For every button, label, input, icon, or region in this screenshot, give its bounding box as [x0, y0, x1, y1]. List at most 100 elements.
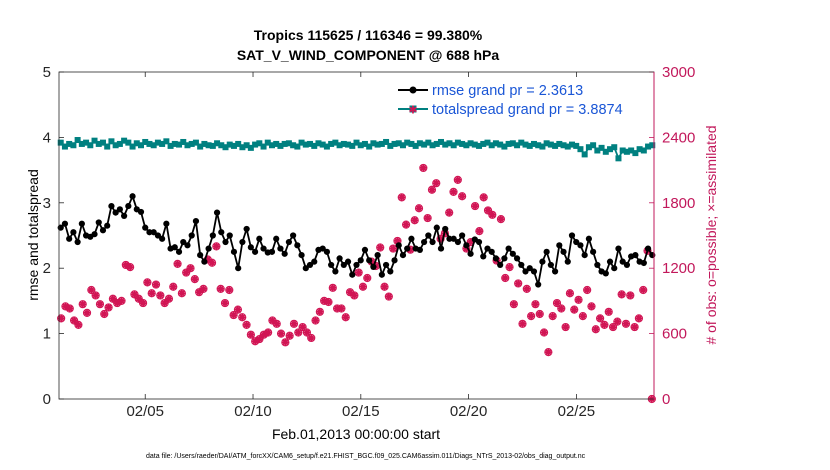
obs-possible-point	[199, 284, 208, 294]
obs-star-stroke	[118, 297, 125, 305]
obs-star-stroke	[601, 321, 608, 329]
obs-possible-point	[514, 279, 523, 288]
totalspread-point	[273, 140, 280, 147]
obs-star-stroke	[420, 164, 427, 172]
obs-star-stroke	[329, 284, 336, 291]
obs-star-stroke	[144, 279, 151, 286]
totalspread-point	[446, 140, 453, 147]
right-tick-label: 2400	[662, 129, 695, 146]
totalspread-point	[598, 144, 605, 151]
totalspread-point	[505, 140, 512, 147]
totalspread-point	[226, 141, 233, 148]
obs-assimilated-point	[626, 291, 634, 299]
totalspread-point	[345, 141, 352, 148]
obs-star-stroke	[157, 292, 164, 299]
totalspread-point	[163, 138, 170, 145]
obs-star-stroke	[174, 260, 181, 267]
obs-assimilated-point	[57, 314, 65, 322]
obs-star-stroke	[566, 290, 574, 297]
obs-star-stroke	[411, 217, 418, 224]
obs-assimilated-point	[475, 227, 483, 235]
rmse-point	[70, 229, 77, 236]
totalspread-point	[83, 139, 90, 146]
obs-possible-point	[212, 242, 221, 251]
obs-star-stroke	[316, 308, 324, 315]
rmse-point	[298, 252, 305, 259]
rmse-point	[573, 238, 580, 246]
obs-possible-point	[95, 300, 105, 309]
rmse-point	[357, 257, 364, 264]
rmse-point	[247, 244, 254, 251]
obs-star-stroke	[523, 285, 530, 293]
totalspread-point	[252, 141, 259, 148]
obs-assimilated-point	[337, 305, 345, 312]
totalspread-point	[125, 139, 132, 146]
rmse-point	[268, 248, 276, 255]
rmse-point	[188, 232, 195, 239]
rmse-point	[125, 202, 132, 210]
rmse-point	[437, 245, 445, 252]
obs-possible-point	[216, 284, 225, 294]
obs-assimilated-point	[458, 192, 466, 200]
totalspread-point	[518, 139, 525, 146]
totalspread-point	[133, 140, 140, 147]
totalspread-point	[636, 146, 643, 153]
obs-possible-point	[522, 284, 531, 294]
obs-star-stroke	[484, 207, 492, 214]
obs-possible-point	[570, 305, 579, 314]
obs-possible-point	[87, 285, 96, 295]
rmse-point	[585, 235, 592, 242]
obs-assimilated-point	[609, 323, 617, 331]
obs-assimilated-point	[126, 263, 134, 271]
left-tick-label: 0	[43, 391, 51, 408]
obs-star-stroke	[536, 310, 543, 318]
obs-possible-point	[190, 275, 199, 284]
rmse-point	[209, 232, 216, 239]
totalspread-point	[623, 148, 630, 155]
rmse-point	[243, 225, 250, 233]
totalspread-point	[526, 142, 533, 149]
totalspread-point	[307, 140, 314, 147]
obs-possible-point	[117, 296, 126, 305]
obs-assimilated-point	[169, 283, 177, 291]
left-tick-label: 4	[43, 129, 51, 146]
obs-possible-point	[458, 192, 467, 201]
obs-assimilated-point	[234, 306, 242, 314]
obs-possible-point	[587, 302, 596, 311]
obs-assimilated-point	[148, 289, 156, 297]
obs-star-stroke	[303, 329, 311, 336]
obs-assimilated-point	[532, 300, 539, 308]
totalspread-point	[408, 140, 415, 147]
obs-assimilated-point	[286, 332, 294, 340]
obs-star-stroke	[243, 321, 250, 329]
rmse-point	[568, 232, 576, 239]
obs-possible-point	[449, 187, 458, 196]
obs-assimilated-point	[583, 286, 591, 294]
rmse-point	[370, 263, 377, 270]
rmse-point	[251, 248, 259, 255]
totalspread-point	[66, 140, 73, 147]
rmse-point	[361, 246, 369, 253]
totalspread-point	[577, 146, 584, 153]
totalspread-point	[281, 140, 288, 147]
totalspread-point	[395, 140, 402, 147]
totalspread-point	[594, 147, 601, 154]
left-tick-labels: 0 1 2 3 4 5	[43, 64, 51, 408]
obs-assimilated-point	[105, 303, 112, 311]
obs-assimilated-point	[566, 289, 574, 297]
rmse-point	[159, 235, 166, 242]
totalspread-point	[154, 139, 161, 146]
obs-star-stroke	[247, 331, 255, 338]
rmse-point	[391, 257, 398, 264]
obs-possible-point	[600, 320, 609, 329]
obs-possible-point	[617, 290, 626, 299]
obs-assimilated-point	[329, 284, 337, 292]
rmse-point	[556, 242, 563, 249]
rmse-point	[382, 261, 390, 269]
rmse-point	[433, 224, 440, 231]
obs-possible-point	[65, 304, 74, 313]
rmse-point	[61, 220, 69, 227]
obs-star-stroke	[148, 290, 155, 297]
obs-assimilated-point	[514, 280, 522, 287]
obs-possible-point	[91, 291, 100, 300]
